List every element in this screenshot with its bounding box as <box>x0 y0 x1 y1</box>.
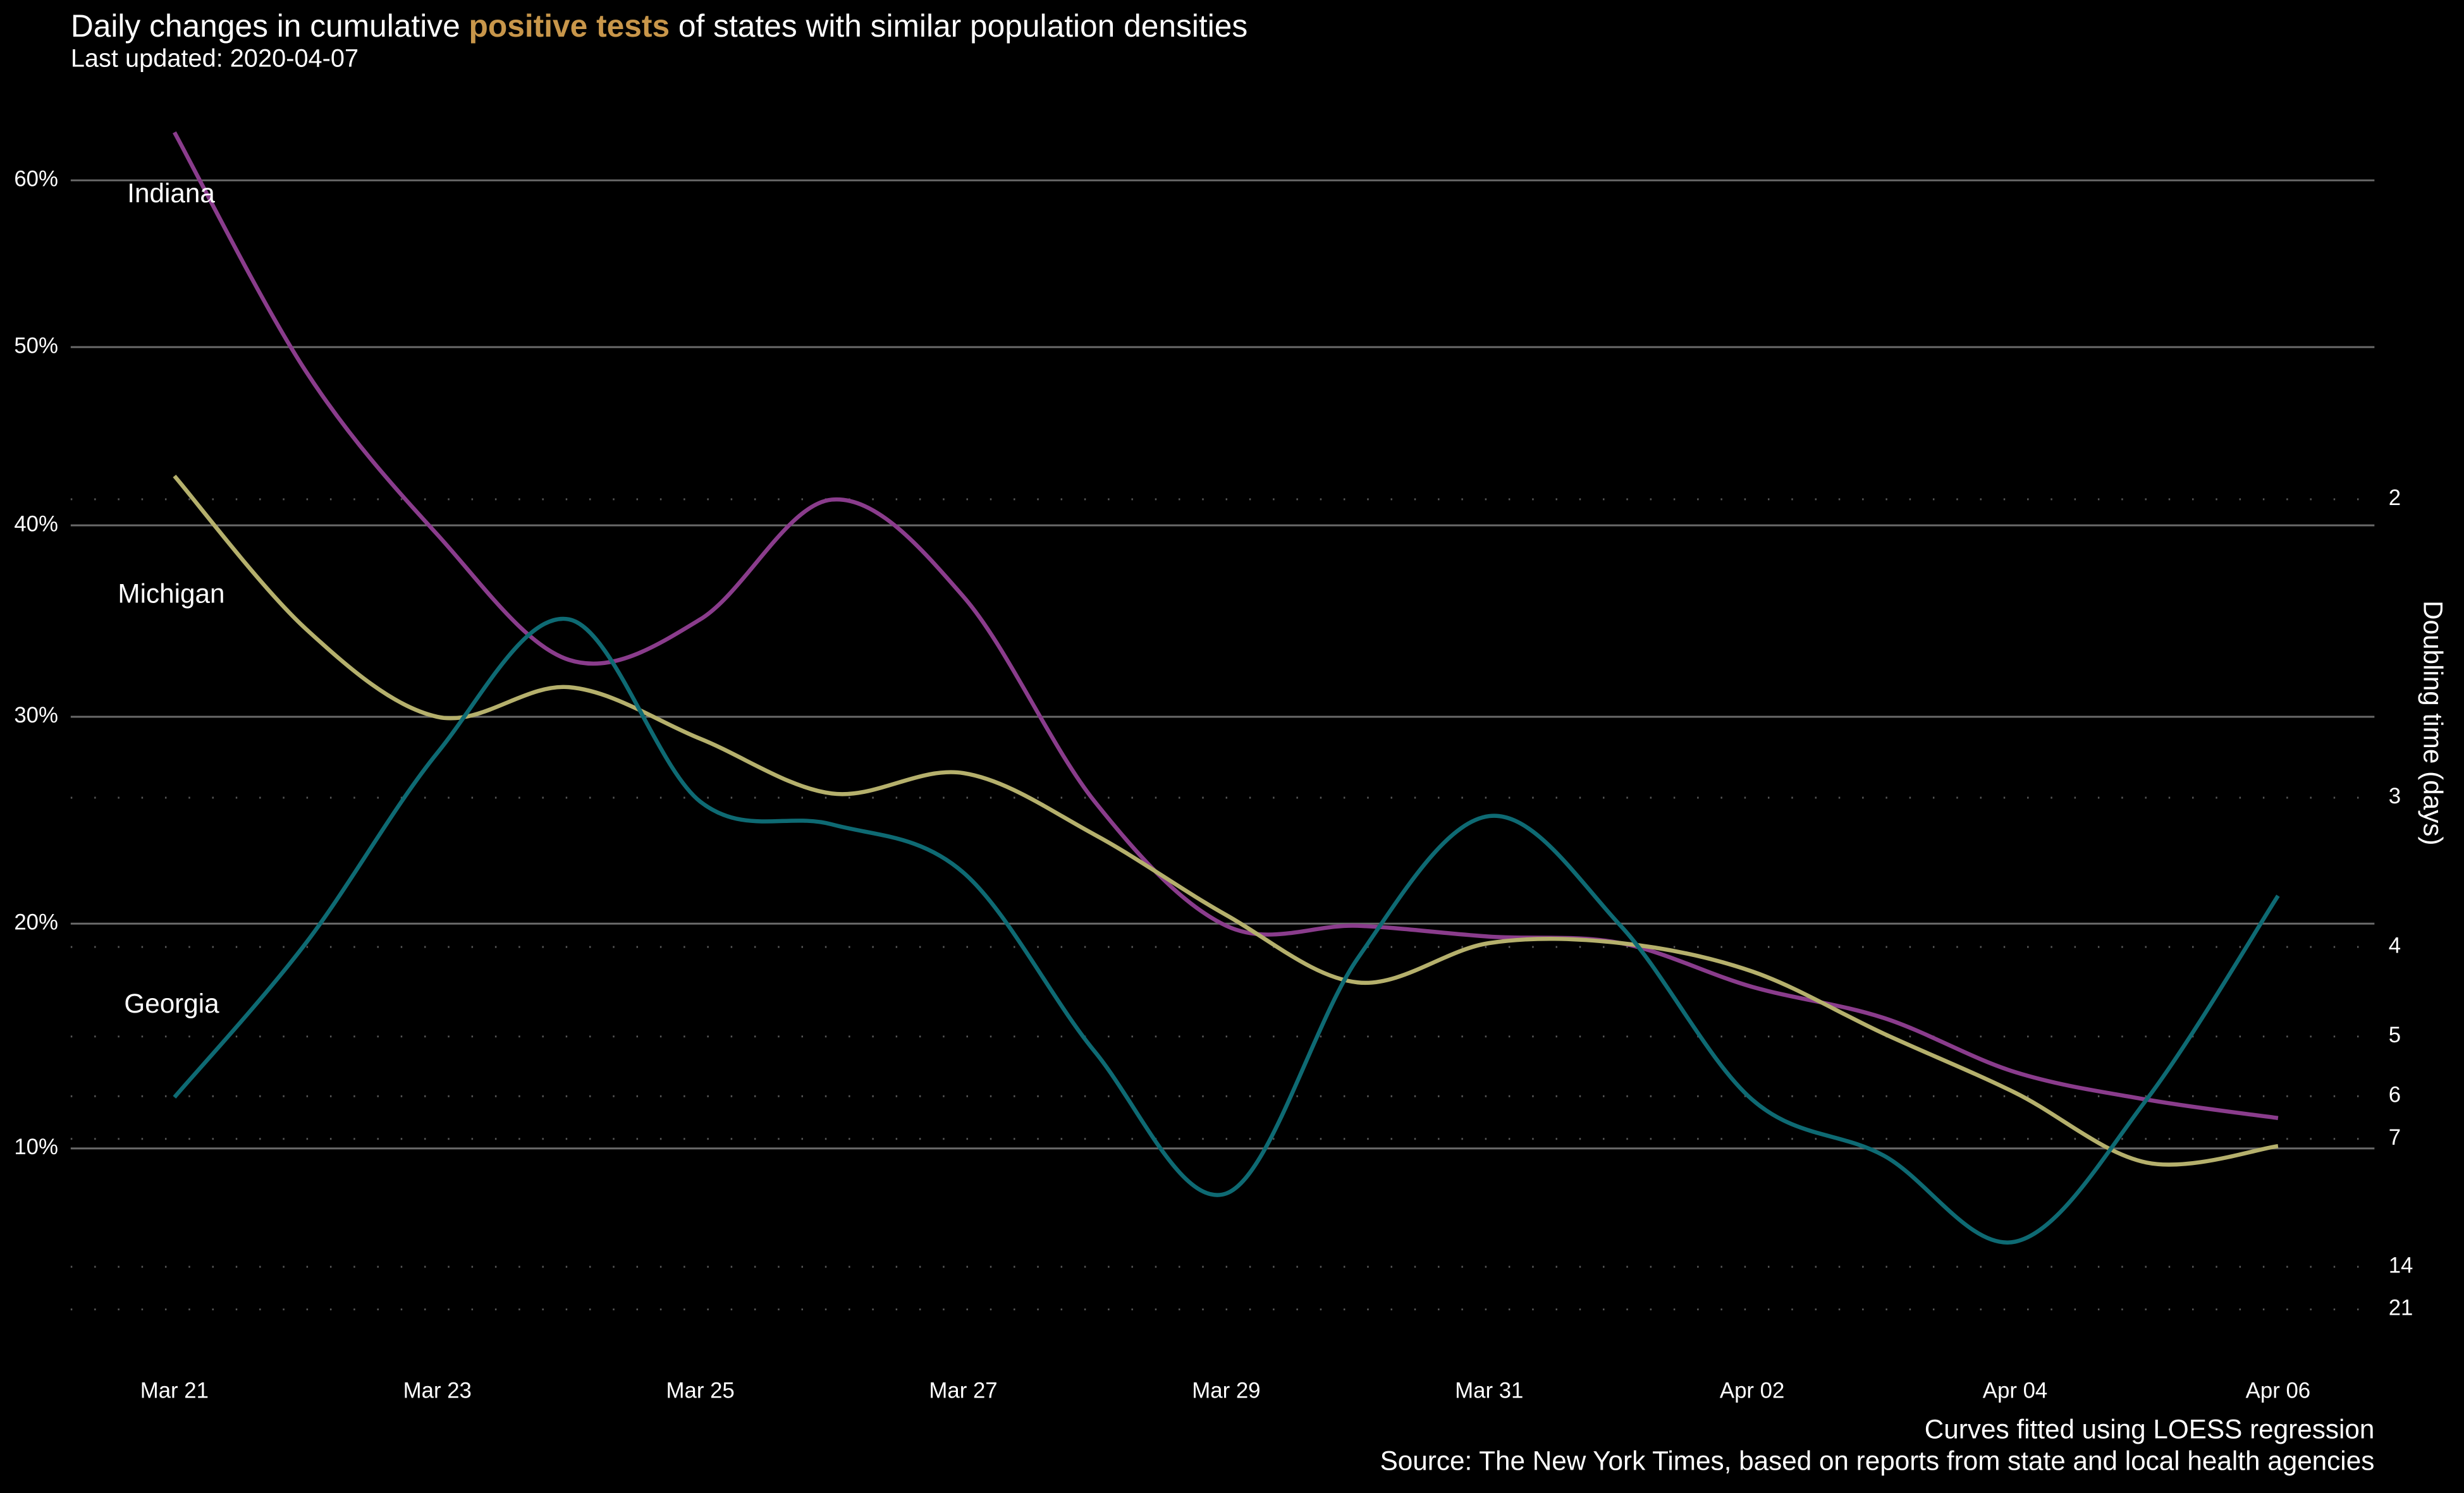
y2-tick-label: 5 <box>2389 1023 2401 1047</box>
x-tick-label: Mar 25 <box>666 1379 735 1403</box>
y-tick-label: 30% <box>14 704 58 728</box>
title-part: of states with similar population densit… <box>670 8 1247 44</box>
y-tick-label: 10% <box>14 1135 58 1159</box>
y-tick-label: 60% <box>14 167 58 191</box>
y2-tick-label: 6 <box>2389 1083 2401 1107</box>
note: Source: The New York Times, based on rep… <box>1380 1446 2375 1475</box>
x-tick-label: Apr 02 <box>1720 1379 1784 1403</box>
series-line <box>173 616 2280 1245</box>
series-label: Indiana <box>127 178 215 208</box>
y2-tick-label: 2 <box>2389 486 2401 510</box>
y2-tick-label: 3 <box>2389 784 2401 808</box>
series-label: Georgia <box>124 989 219 1018</box>
y-tick-label: 20% <box>14 910 58 934</box>
subtitle: Last updated: 2020-04-07 <box>71 44 359 72</box>
y2-tick-label: 7 <box>2389 1126 2401 1150</box>
x-tick-label: Apr 06 <box>2246 1379 2310 1403</box>
x-tick-label: Mar 29 <box>1192 1379 1260 1403</box>
y2-tick-label: 14 <box>2389 1253 2413 1277</box>
series-line <box>173 131 2279 1121</box>
x-tick-label: Apr 04 <box>1983 1379 2047 1403</box>
title-highlight: positive tests <box>469 8 670 44</box>
note: Curves fitted using LOESS regression <box>1925 1415 2375 1444</box>
y2-tick-label: 21 <box>2389 1296 2413 1320</box>
chart-title: Daily changes in cumulative positive tes… <box>71 8 1247 44</box>
y2-axis-label: Doubling time (days) <box>2418 600 2448 845</box>
x-tick-label: Mar 31 <box>1455 1379 1523 1403</box>
x-tick-label: Mar 23 <box>403 1379 472 1403</box>
x-tick-label: Mar 21 <box>140 1379 209 1403</box>
y-tick-label: 50% <box>14 334 58 358</box>
x-tick-label: Mar 27 <box>929 1379 997 1403</box>
y2-tick-label: 4 <box>2389 934 2401 958</box>
series-label: Michigan <box>118 579 224 609</box>
title-part: Daily changes in cumulative <box>71 8 469 44</box>
y-tick-label: 40% <box>14 512 58 536</box>
series-line <box>173 474 2279 1167</box>
